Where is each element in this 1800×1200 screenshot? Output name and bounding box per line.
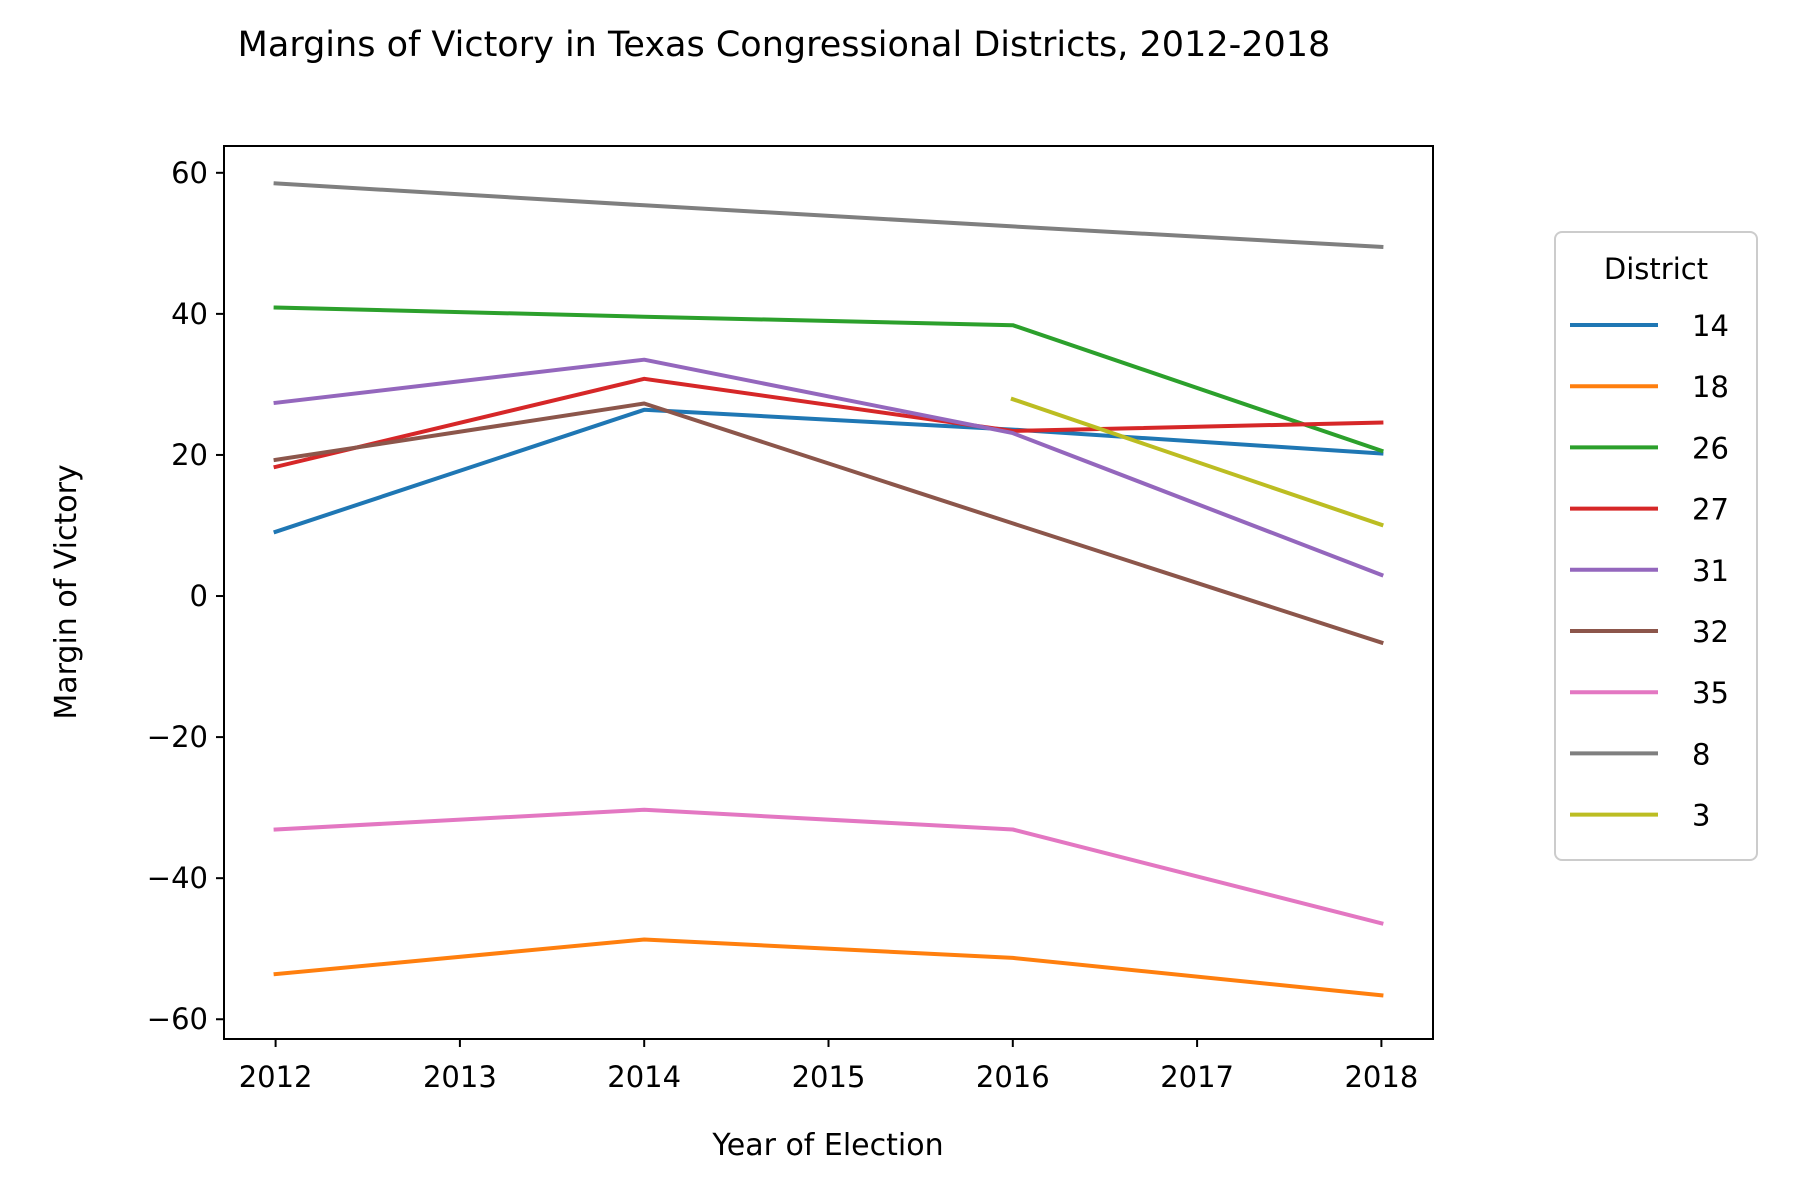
- x-tick-label: 2014: [607, 1060, 681, 1094]
- legend-label-district-8: 8: [1692, 737, 1710, 771]
- y-tick-label: 60: [171, 156, 208, 190]
- legend-title: District: [1604, 252, 1708, 286]
- x-tick-label: 2013: [423, 1060, 497, 1094]
- x-tick-label: 2016: [976, 1060, 1050, 1094]
- y-tick-label: −60: [147, 1002, 208, 1036]
- chart-title: Margins of Victory in Texas Congressiona…: [238, 25, 1331, 65]
- legend-label-district-3: 3: [1692, 799, 1710, 833]
- legend-items: 14 18 26 27 31 32 35 8 3: [1570, 309, 1729, 833]
- y-tick-label: −40: [147, 861, 208, 895]
- y-tick-label: 0: [190, 579, 208, 613]
- legend-label-district-31: 31: [1692, 554, 1729, 588]
- y-tick-label: 40: [171, 297, 208, 331]
- x-axis-label: Year of Election: [711, 1128, 943, 1163]
- x-tick-label: 2018: [1344, 1060, 1418, 1094]
- y-tick-label: 20: [171, 438, 208, 472]
- legend-label-district-14: 14: [1692, 309, 1729, 343]
- y-tick-label: −20: [147, 720, 208, 754]
- legend-label-district-26: 26: [1692, 431, 1729, 465]
- x-tick-label: 2017: [1160, 1060, 1234, 1094]
- y-axis-label: Margin of Victory: [49, 464, 84, 719]
- legend-label-district-18: 18: [1692, 370, 1729, 404]
- x-tick-label: 2012: [239, 1060, 313, 1094]
- legend-label-district-32: 32: [1692, 615, 1729, 649]
- legend-label-district-35: 35: [1692, 676, 1729, 710]
- legend-label-district-27: 27: [1692, 493, 1729, 527]
- legend: District 14 18 26 27 31 32 35 8 3: [1555, 232, 1757, 860]
- x-tick-label: 2015: [792, 1060, 866, 1094]
